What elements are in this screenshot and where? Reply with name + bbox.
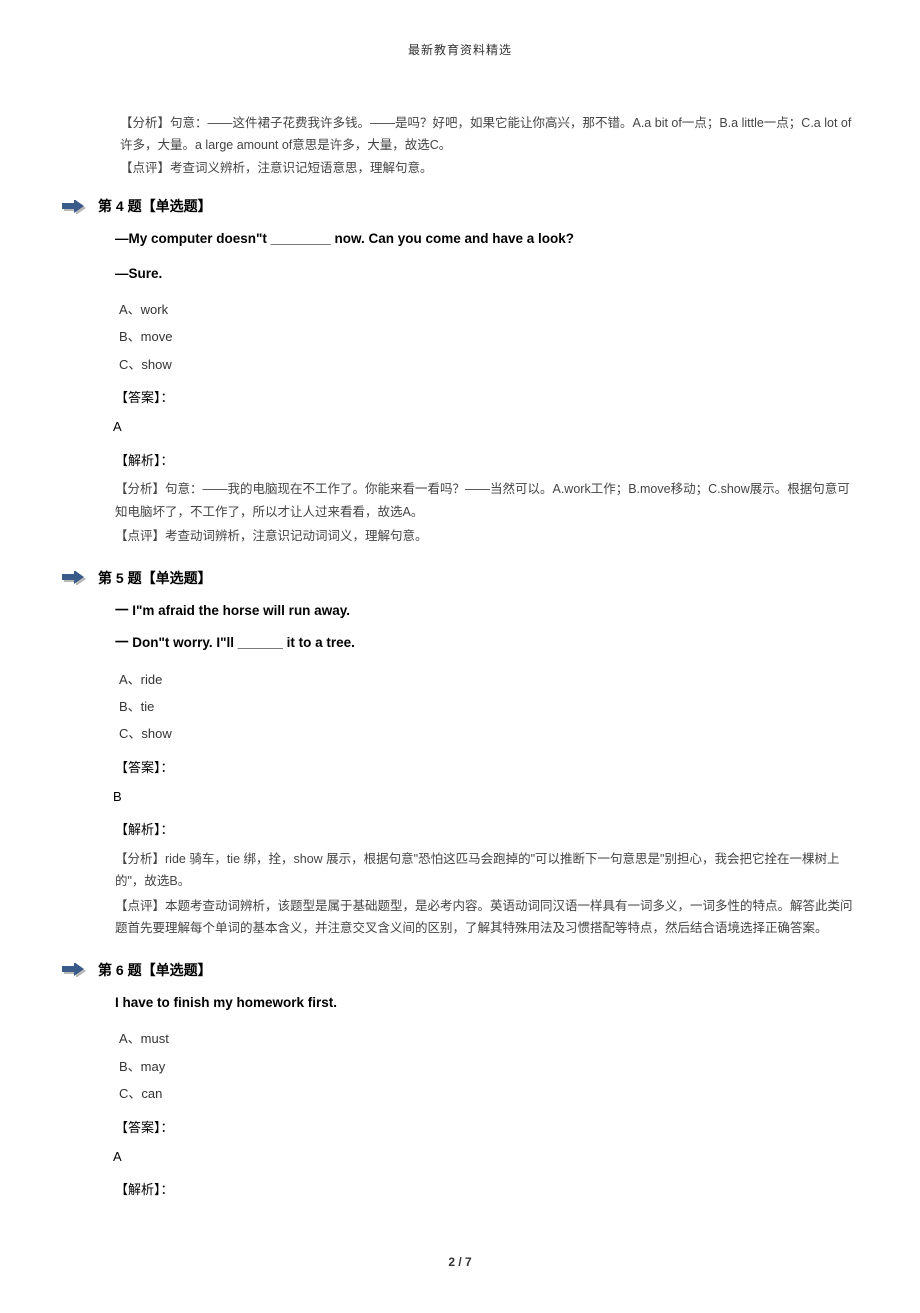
page-footer: 2 / 7 [60, 1252, 860, 1274]
question-content: —My computer doesn"t ________ now. Can y… [115, 227, 860, 547]
previous-question-analysis: 【分析】句意：——这件裙子花费我许多钱。——是吗？好吧，如果它能让你高兴，那不错… [120, 112, 860, 180]
analysis-label: 【解析】： [115, 818, 860, 841]
answer-value: A [113, 415, 860, 438]
question-text-line1: —My computer doesn"t ________ now. Can y… [115, 227, 860, 251]
answer-label: 【答案】： [115, 1116, 860, 1139]
option-a: A、ride [119, 668, 860, 691]
page-header: 最新教育资料精选 [60, 40, 860, 62]
analysis-line: 【分析】句意：——我的电脑现在不工作了。你能来看一看吗？——当然可以。A.wor… [115, 478, 860, 523]
question-number: 第 4 题【单选题】 [98, 194, 212, 219]
arrow-icon [60, 571, 88, 585]
answer-label: 【答案】： [115, 386, 860, 409]
question-content: I have to finish my homework first. A、mu… [115, 991, 860, 1202]
option-b: B、tie [119, 695, 860, 718]
answer-value: A [113, 1145, 860, 1168]
answer-value: B [113, 785, 860, 808]
question-text-line2: 一 Don"t worry. I"ll ______ it to a tree. [115, 631, 860, 655]
option-a: A、work [119, 298, 860, 321]
options-list: A、work B、move C、show [119, 298, 860, 376]
arrow-icon [60, 200, 88, 214]
option-a: A、must [119, 1027, 860, 1050]
analysis-line: 【分析】句意：——这件裙子花费我许多钱。——是吗？好吧，如果它能让你高兴，那不错… [120, 112, 860, 157]
question-block-4: 第 4 题【单选题】 —My computer doesn"t ________… [60, 194, 860, 548]
question-block-5: 第 5 题【单选题】 一 I"m afraid the horse will r… [60, 566, 860, 940]
question-header: 第 6 题【单选题】 [60, 958, 860, 983]
analysis-label: 【解析】： [115, 1178, 860, 1201]
options-list: A、must B、may C、can [119, 1027, 860, 1105]
option-c: C、show [119, 722, 860, 745]
analysis-block: 【分析】ride 骑车，tie 绑，拴，show 展示，根据句意"恐怕这匹马会跑… [115, 848, 860, 940]
answer-label: 【答案】： [115, 756, 860, 779]
question-header: 第 4 题【单选题】 [60, 194, 860, 219]
question-number: 第 6 题【单选题】 [98, 958, 212, 983]
question-content: 一 I"m afraid the horse will run away. 一 … [115, 599, 860, 940]
option-b: B、move [119, 325, 860, 348]
question-block-6: 第 6 题【单选题】 I have to finish my homework … [60, 958, 860, 1202]
question-number: 第 5 题【单选题】 [98, 566, 212, 591]
question-text-line2: —Sure. [115, 262, 860, 286]
question-header: 第 5 题【单选题】 [60, 566, 860, 591]
analysis-block: 【分析】句意：——我的电脑现在不工作了。你能来看一看吗？——当然可以。A.wor… [115, 478, 860, 548]
option-c: C、can [119, 1082, 860, 1105]
analysis-line: 【点评】考查动词辨析，注意识记动词词义，理解句意。 [115, 525, 860, 548]
analysis-line: 【分析】ride 骑车，tie 绑，拴，show 展示，根据句意"恐怕这匹马会跑… [115, 848, 860, 893]
option-c: C、show [119, 353, 860, 376]
analysis-line: 【点评】考查词义辨析，注意识记短语意思，理解句意。 [120, 157, 860, 180]
question-text-line1: 一 I"m afraid the horse will run away. [115, 599, 860, 623]
option-b: B、may [119, 1055, 860, 1078]
arrow-icon [60, 963, 88, 977]
options-list: A、ride B、tie C、show [119, 668, 860, 746]
analysis-label: 【解析】： [115, 449, 860, 472]
analysis-line: 【点评】本题考查动词辨析，该题型是属于基础题型，是必考内容。英语动词同汉语一样具… [115, 895, 860, 940]
question-text-line1: I have to finish my homework first. [115, 991, 860, 1015]
